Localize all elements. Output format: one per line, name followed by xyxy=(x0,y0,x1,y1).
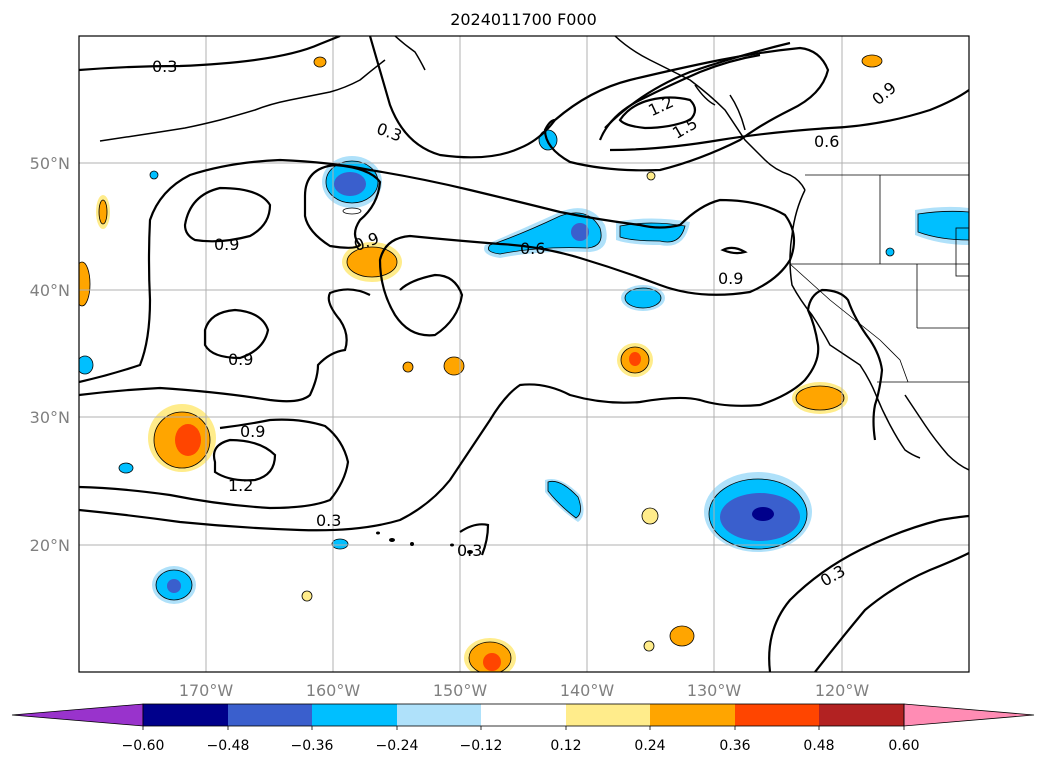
colorbar-segment xyxy=(481,704,566,726)
colorbar-tick-label: −0.48 xyxy=(207,738,250,754)
islands xyxy=(376,531,473,554)
anomaly-blob xyxy=(443,356,465,376)
contour-label: 0.9 xyxy=(718,269,743,288)
chart-title: 2024011700 F000 xyxy=(450,10,597,29)
anomaly-blob xyxy=(483,653,501,671)
lat-label: 20°N xyxy=(30,536,70,555)
anomaly-blob xyxy=(167,579,181,593)
anomaly-blob xyxy=(861,54,883,68)
anomaly-blob xyxy=(301,590,313,602)
lon-label: 170°W xyxy=(179,681,234,700)
colorbar-segment xyxy=(228,704,312,726)
anomaly-blob xyxy=(795,385,845,411)
anomaly-blob xyxy=(346,246,398,278)
anomaly-blob xyxy=(629,352,641,366)
colorbar-tick-label: 0.60 xyxy=(888,738,919,754)
colorbar: −0.60 −0.48 −0.36 −0.24 −0.12 0.12 0.24 … xyxy=(11,703,1035,754)
lat-label: 50°N xyxy=(30,154,70,173)
anomaly-blob xyxy=(641,507,659,525)
colorbar-extend-max xyxy=(903,703,1035,727)
colorbar-extend-min xyxy=(11,703,144,727)
lon-label: 150°W xyxy=(433,681,488,700)
colorbar-segment xyxy=(735,704,819,726)
map-frame xyxy=(78,35,970,673)
political-borders xyxy=(789,174,969,383)
lon-label: 120°W xyxy=(815,681,870,700)
colorbar-tick-label: 0.36 xyxy=(719,738,750,754)
anomaly-blob xyxy=(313,56,327,68)
anomaly-blob xyxy=(643,640,655,652)
map-area: 0.3 0.3 0.3 0.3 0.3 0.6 0.6 0.9 0.9 0.9 … xyxy=(79,36,969,672)
contour-label: 0.3 xyxy=(316,511,341,530)
anomaly-blob xyxy=(79,355,94,375)
lon-label: 160°W xyxy=(306,681,361,700)
colorbar-segment xyxy=(312,704,397,726)
colorbar-tick-label: −0.24 xyxy=(376,738,419,754)
anomaly-blob xyxy=(342,207,362,215)
lon-label: 130°W xyxy=(687,681,742,700)
longitude-labels: 170°W 160°W 150°W 140°W 130°W 120°W xyxy=(179,681,870,700)
colorbar-tick-label: 0.24 xyxy=(634,738,665,754)
colorbar-tick-label: 0.12 xyxy=(550,738,581,754)
anomaly-blob xyxy=(149,170,159,180)
contour-label: 1.2 xyxy=(228,476,253,495)
contour-label: 0.9 xyxy=(240,422,265,441)
contour-label: 0.3 xyxy=(457,541,482,560)
anomaly-blob xyxy=(98,199,108,225)
anomaly-blob xyxy=(175,424,201,456)
colorbar-segment xyxy=(397,704,481,726)
colorbar-segment xyxy=(566,704,650,726)
anomaly-blob xyxy=(79,261,91,307)
anomaly-blob xyxy=(402,361,414,373)
colorbar-segment xyxy=(819,704,904,726)
anomaly-blob xyxy=(669,625,695,647)
latitude-labels: 50°N 40°N 30°N 20°N xyxy=(30,154,70,555)
shaded-anomalies xyxy=(79,54,969,672)
colorbar-frame xyxy=(142,703,905,727)
contour-label: 0.9 xyxy=(214,235,239,254)
anomaly-blob xyxy=(752,507,774,521)
lat-label: 40°N xyxy=(30,281,70,300)
lat-label: 30°N xyxy=(30,408,70,427)
contour-label: 0.9 xyxy=(228,350,253,369)
colorbar-tick-label: −0.36 xyxy=(291,738,334,754)
contour-label: 0.6 xyxy=(814,132,839,151)
contour-lines xyxy=(79,36,969,672)
colorbar-tick-label: 0.48 xyxy=(803,738,834,754)
anomaly-blob xyxy=(646,171,656,181)
colorbar-segment xyxy=(650,704,735,726)
contour-label: 0.6 xyxy=(520,239,545,258)
colorbar-tick-label: −0.60 xyxy=(122,738,165,754)
anomaly-blob xyxy=(885,247,895,257)
anomaly-blob xyxy=(118,462,134,474)
anomaly-blob xyxy=(334,172,366,196)
anomaly-blob xyxy=(487,212,602,255)
anomaly-blob xyxy=(547,480,581,519)
colorbar-tick-label: −0.12 xyxy=(460,738,503,754)
anomaly-blob xyxy=(624,287,662,309)
anomaly-blob xyxy=(331,538,349,550)
colorbar-segment xyxy=(143,704,228,726)
lon-label: 140°W xyxy=(560,681,615,700)
contour-label: 0.3 xyxy=(152,57,177,76)
anomaly-blob xyxy=(571,223,589,241)
